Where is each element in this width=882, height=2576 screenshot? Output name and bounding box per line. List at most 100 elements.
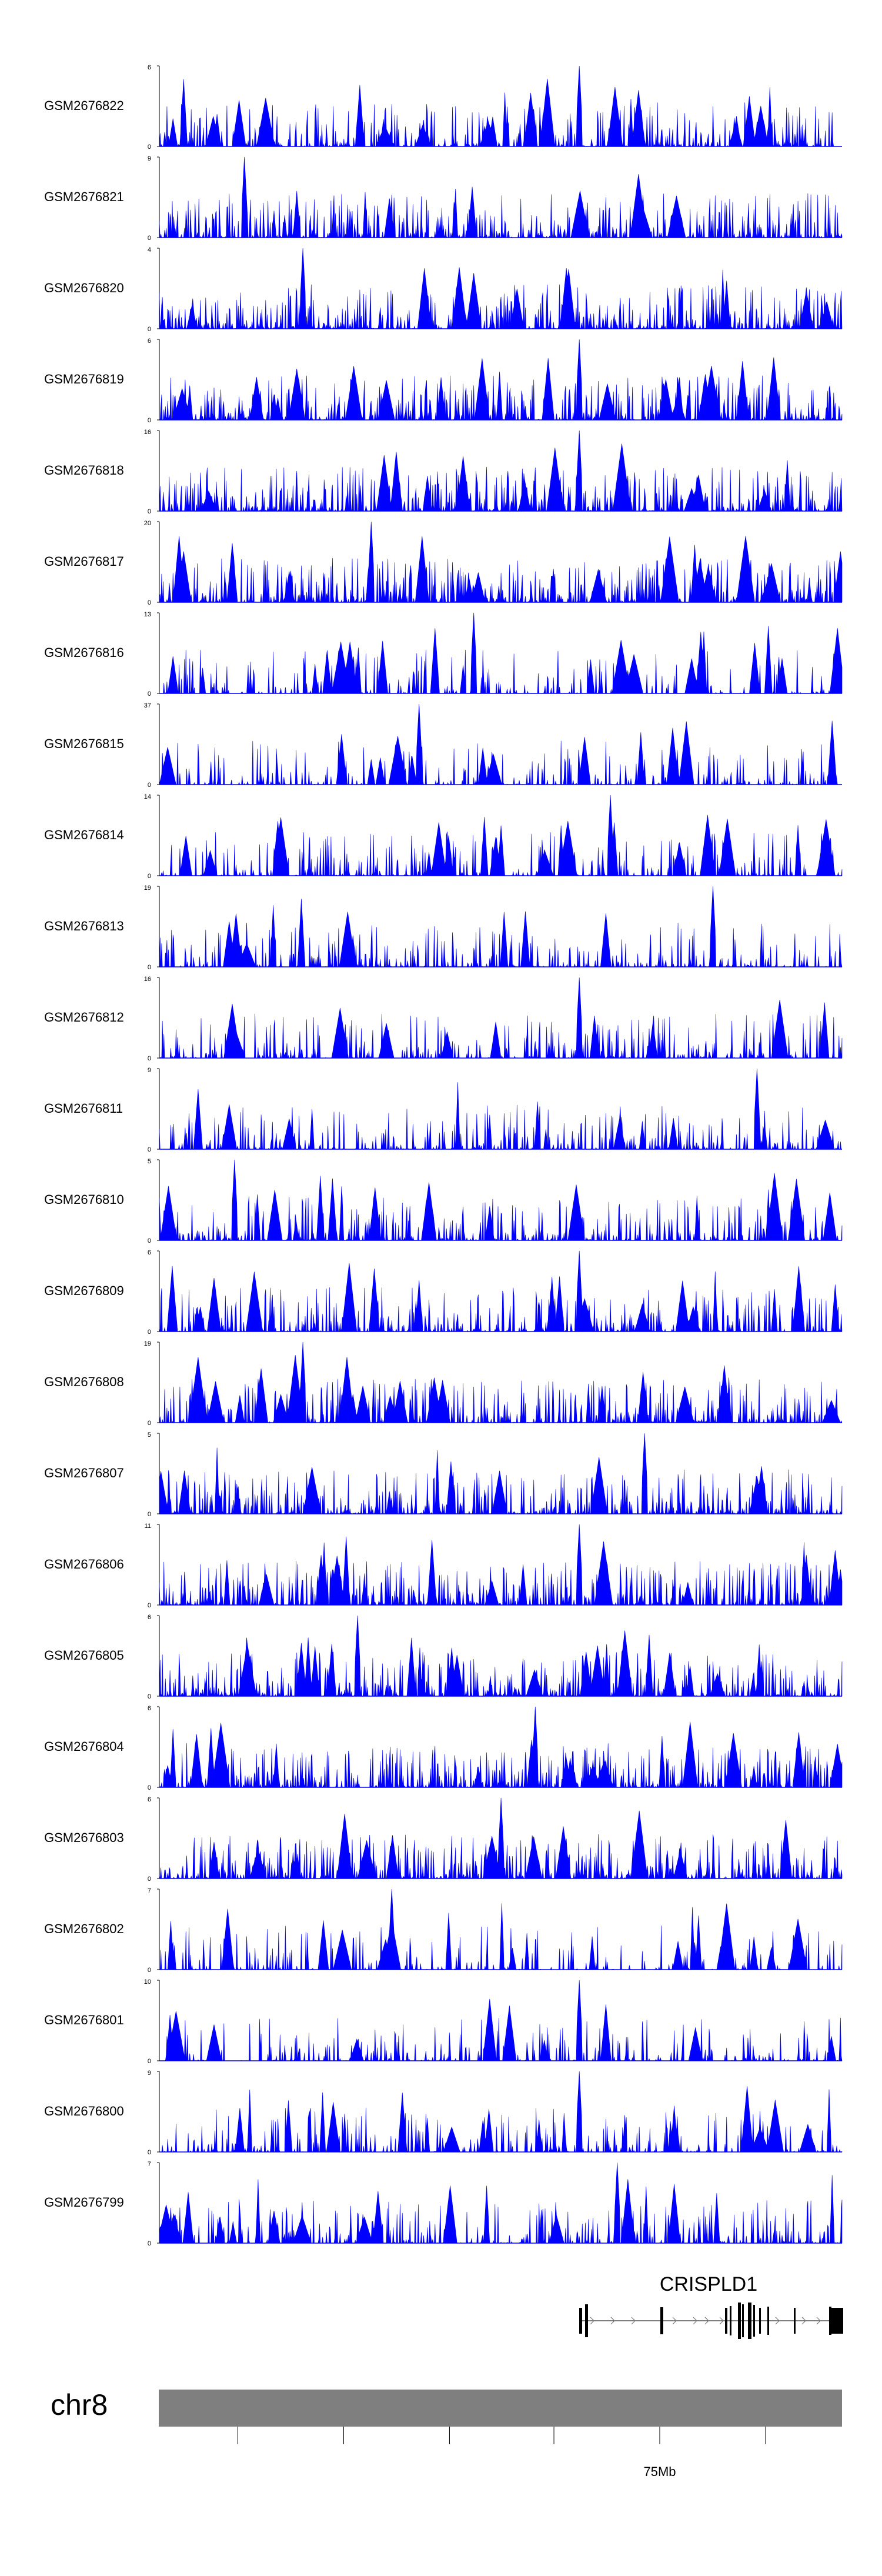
track-GSM2676799: GSM2676799 7 0 xyxy=(44,2161,843,2247)
track-label: GSM2676816 xyxy=(44,645,124,660)
coverage-area xyxy=(159,1615,843,1697)
track-GSM2676818: GSM2676818 16 0 xyxy=(44,429,843,515)
y-min-label: 0 xyxy=(148,2240,151,2247)
track-label: GSM2676809 xyxy=(44,1283,124,1298)
y-max-label: 16 xyxy=(144,429,151,436)
y-min-label: 0 xyxy=(148,873,151,880)
gene-exon xyxy=(738,2303,741,2339)
y-min-label: 0 xyxy=(148,1784,151,1791)
gene-exon xyxy=(748,2303,751,2339)
track-GSM2676808: GSM2676808 19 0 xyxy=(44,1340,843,1427)
gene-exon xyxy=(585,2304,588,2337)
track-label: GSM2676804 xyxy=(44,1739,124,1754)
y-min-label: 0 xyxy=(148,782,151,789)
track-label: GSM2676812 xyxy=(44,1010,124,1025)
track-label: GSM2676806 xyxy=(44,1557,124,1571)
y-max-label: 9 xyxy=(148,2070,151,2077)
track-label: GSM2676819 xyxy=(44,372,124,386)
track-label: GSM2676810 xyxy=(44,1192,124,1207)
y-max-label: 7 xyxy=(148,1887,151,1894)
coverage-area xyxy=(159,1524,843,1606)
strand-arrow xyxy=(775,2317,780,2325)
track-label: GSM2676817 xyxy=(44,554,124,569)
strand-arrow xyxy=(801,2317,806,2325)
track-label: GSM2676803 xyxy=(44,1830,124,1845)
chromosome-ideogram xyxy=(159,2390,842,2427)
y-max-label: 6 xyxy=(148,1249,151,1256)
track-GSM2676822: GSM2676822 6 0 xyxy=(44,64,842,151)
y-max-label: 16 xyxy=(144,976,151,983)
track-label: GSM2676814 xyxy=(44,827,124,842)
y-max-label: 6 xyxy=(148,1796,151,1803)
y-max-label: 19 xyxy=(144,1340,151,1347)
track-GSM2676811: GSM2676811 9 0 xyxy=(44,1067,842,1153)
y-max-label: 7 xyxy=(148,2161,151,2168)
coverage-area xyxy=(159,1888,843,1970)
y-min-label: 0 xyxy=(148,1329,151,1336)
track-label: GSM2676807 xyxy=(44,1466,124,1480)
coverage-area xyxy=(159,521,843,603)
y-min-label: 0 xyxy=(148,599,151,606)
track-label: GSM2676808 xyxy=(44,1374,124,1389)
coverage-area xyxy=(159,1706,843,1788)
coverage-area xyxy=(159,430,843,512)
coverage-area xyxy=(159,886,843,968)
track-label: GSM2676822 xyxy=(44,98,124,113)
track-GSM2676820: GSM2676820 4 0 xyxy=(44,246,843,333)
coverage-area xyxy=(159,2162,843,2244)
y-max-label: 10 xyxy=(144,1978,151,1986)
track-GSM2676812: GSM2676812 16 0 xyxy=(44,976,843,1062)
track-label: GSM2676815 xyxy=(44,736,124,751)
coverage-area xyxy=(159,1342,843,1424)
y-max-label: 6 xyxy=(148,64,151,71)
y-max-label: 14 xyxy=(144,793,151,800)
y-max-label: 5 xyxy=(148,1432,151,1439)
y-min-label: 0 xyxy=(148,1146,151,1153)
coverage-area xyxy=(159,339,843,421)
axis-tick-label: 75Mb xyxy=(643,2464,676,2479)
y-min-label: 0 xyxy=(148,1055,151,1062)
track-label: GSM2676821 xyxy=(44,189,124,204)
gene-exon xyxy=(742,2304,744,2337)
track-GSM2676819: GSM2676819 6 0 xyxy=(44,338,843,424)
y-min-label: 0 xyxy=(148,1876,151,1883)
coverage-area xyxy=(159,1797,843,1880)
track-label: GSM2676811 xyxy=(44,1101,123,1116)
y-max-label: 6 xyxy=(148,338,151,345)
y-max-label: 11 xyxy=(145,1523,151,1530)
track-GSM2676800: GSM2676800 9 0 xyxy=(44,2070,843,2156)
track-GSM2676802: GSM2676802 7 0 xyxy=(44,1887,843,1974)
track-GSM2676801: GSM2676801 10 0 xyxy=(44,1978,843,2065)
y-max-label: 9 xyxy=(148,1067,151,1074)
gene-name: CRISPLD1 xyxy=(660,2273,757,2295)
y-min-label: 0 xyxy=(148,235,151,242)
strand-arrow xyxy=(693,2317,697,2325)
strand-arrow xyxy=(610,2317,615,2325)
y-min-label: 0 xyxy=(148,508,151,515)
coverage-area xyxy=(159,703,842,786)
coverage-area xyxy=(159,795,843,876)
track-label: GSM2676799 xyxy=(44,2195,124,2210)
track-label: GSM2676820 xyxy=(44,281,124,295)
y-min-label: 0 xyxy=(148,1602,151,1609)
strand-arrow xyxy=(719,2317,724,2325)
gene-exon xyxy=(829,2307,831,2335)
y-max-label: 9 xyxy=(148,155,151,162)
track-label: GSM2676800 xyxy=(44,2104,124,2118)
y-min-label: 0 xyxy=(148,690,151,698)
gene-exon xyxy=(794,2308,796,2334)
y-max-label: 4 xyxy=(148,246,151,253)
track-GSM2676813: GSM2676813 19 0 xyxy=(44,885,843,971)
gene-exon xyxy=(730,2306,731,2335)
y-max-label: 20 xyxy=(144,520,151,527)
y-min-label: 0 xyxy=(148,326,151,333)
y-min-label: 0 xyxy=(148,144,151,151)
genomic-axis: 75Mb xyxy=(238,2427,766,2479)
coverage-area xyxy=(159,1159,843,1242)
y-min-label: 0 xyxy=(148,2149,151,2156)
track-GSM2676804: GSM2676804 6 0 xyxy=(44,1705,843,1791)
strand-arrow xyxy=(590,2317,594,2325)
y-min-label: 0 xyxy=(148,1693,151,1700)
strand-arrow xyxy=(631,2317,636,2325)
coverage-area xyxy=(159,977,843,1059)
